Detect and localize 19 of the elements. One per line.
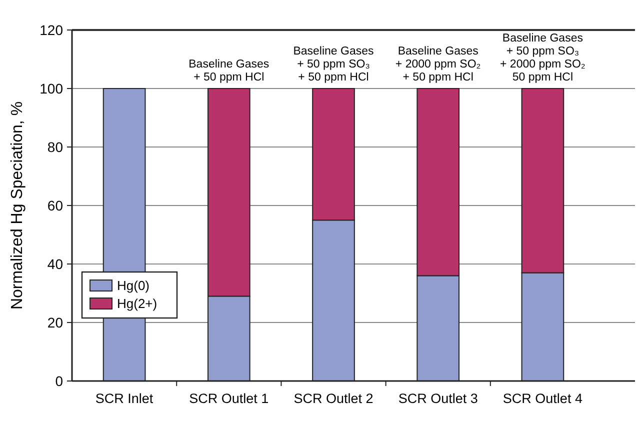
annotation: Baseline Gases + 50 ppm SO₃ + 2000 ppm SO₂ 50 ppm HCl — [500, 32, 586, 84]
annotation: Baseline Gases + 50 ppm SO₃ + 50 ppm HCl — [293, 46, 374, 84]
annotation: Baseline Gases + 50 ppm HCl — [188, 58, 270, 84]
x-tick-label: SCR Outlet 1 — [189, 391, 269, 406]
annotation: Baseline Gases + 2000 ppm SO₂ + 50 ppm HCl — [395, 46, 481, 84]
y-axis-title: Normalized Hg Speciation, % — [9, 101, 26, 310]
legend-label: Hg(2+) — [117, 296, 158, 311]
y-tick-label: 60 — [47, 198, 64, 214]
y-tick-label: 0 — [55, 373, 64, 389]
x-tick-label: SCR Inlet — [95, 391, 154, 406]
y-tick-label: 120 — [40, 22, 64, 38]
legend-label: Hg(0) — [117, 278, 150, 293]
x-tick-label: SCR Outlet 3 — [398, 391, 478, 406]
x-tick-label: SCR Outlet 2 — [294, 391, 374, 406]
x-tick-label: SCR Outlet 4 — [502, 391, 583, 406]
y-tick-label: 100 — [40, 80, 64, 96]
y-tick-label: 20 — [47, 314, 64, 330]
y-tick-label: 40 — [47, 256, 64, 272]
y-tick-label: 80 — [47, 139, 64, 155]
